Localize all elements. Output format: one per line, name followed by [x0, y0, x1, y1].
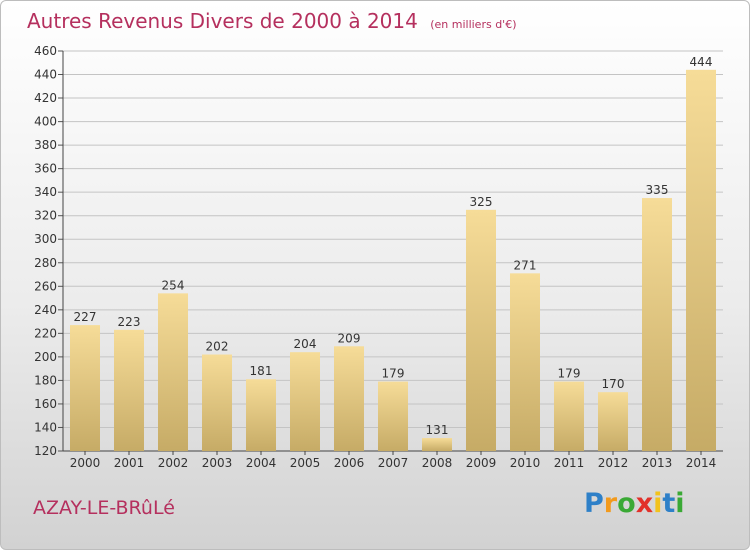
y-tick-label: 380 [34, 138, 57, 152]
x-tick-label: 2005 [290, 456, 321, 470]
y-tick-label: 220 [34, 326, 57, 340]
bar-value-label: 181 [250, 364, 273, 378]
y-tick-label: 240 [34, 303, 57, 317]
bar-value-label: 444 [690, 55, 713, 69]
x-tick-label: 2014 [686, 456, 717, 470]
proxiti-logo[interactable]: Proxiti [584, 488, 685, 519]
y-tick-label: 360 [34, 162, 57, 176]
bar [642, 198, 672, 451]
chart-subtitle: (en milliers d'€) [430, 18, 517, 31]
bar-value-label: 179 [382, 367, 405, 381]
y-tick-label: 440 [34, 68, 57, 82]
bar-value-label: 227 [74, 310, 97, 324]
bar-value-label: 254 [162, 278, 185, 292]
x-tick-label: 2006 [334, 456, 365, 470]
x-tick-label: 2000 [70, 456, 101, 470]
x-tick-label: 2008 [422, 456, 453, 470]
x-tick-label: 2003 [202, 456, 233, 470]
bar-value-label: 223 [118, 315, 141, 329]
y-tick-label: 300 [34, 232, 57, 246]
x-tick-label: 2013 [642, 456, 673, 470]
bar [70, 325, 100, 451]
y-tick-label: 460 [34, 44, 57, 58]
town-name: AZAY-LE-BRûLé [33, 497, 175, 519]
bar-value-label: 204 [294, 337, 317, 351]
y-tick-label: 400 [34, 115, 57, 129]
bar [202, 354, 232, 451]
y-tick-label: 140 [34, 420, 57, 434]
bar [554, 381, 584, 451]
x-tick-label: 2002 [158, 456, 189, 470]
chart-title: Autres Revenus Divers de 2000 à 2014 (en… [27, 9, 517, 33]
bar [598, 392, 628, 451]
bar [290, 352, 320, 451]
logo-letter: x [635, 488, 654, 519]
bar [114, 329, 144, 451]
x-tick-label: 2010 [510, 456, 541, 470]
bar [510, 273, 540, 451]
bar-value-label: 170 [602, 377, 625, 391]
x-tick-label: 2009 [466, 456, 497, 470]
chart-title-text: Autres Revenus Divers de 2000 à 2014 [27, 9, 418, 33]
bar [686, 69, 716, 451]
bar-value-label: 131 [426, 423, 449, 437]
bar [378, 381, 408, 451]
y-tick-label: 260 [34, 279, 57, 293]
y-tick-label: 420 [34, 91, 57, 105]
y-tick-label: 280 [34, 256, 57, 270]
y-tick-label: 200 [34, 350, 57, 364]
y-tick-label: 320 [34, 209, 57, 223]
logo-letter: i [653, 488, 663, 519]
y-tick-label: 160 [34, 397, 57, 411]
y-tick-label: 120 [34, 444, 57, 458]
logo-letter: t [662, 488, 676, 519]
bar-value-label: 335 [646, 183, 669, 197]
x-tick-label: 2004 [246, 456, 277, 470]
y-tick-label: 180 [34, 373, 57, 387]
bar [466, 209, 496, 451]
bar-value-label: 209 [338, 331, 361, 345]
logo-letter: r [603, 488, 618, 519]
x-tick-label: 2001 [114, 456, 145, 470]
bar-value-label: 202 [206, 340, 229, 354]
logo-letter: P [584, 488, 604, 519]
bar [422, 438, 452, 451]
logo-letter: i [675, 488, 685, 519]
logo-letter: o [617, 488, 636, 519]
bar [334, 346, 364, 451]
x-tick-label: 2011 [554, 456, 585, 470]
x-tick-label: 2012 [598, 456, 629, 470]
bar-value-label: 179 [558, 367, 581, 381]
bar-value-label: 325 [470, 195, 493, 209]
bar [246, 379, 276, 451]
bar [158, 293, 188, 451]
y-tick-label: 340 [34, 185, 57, 199]
bar-value-label: 271 [514, 258, 537, 272]
x-tick-label: 2007 [378, 456, 409, 470]
